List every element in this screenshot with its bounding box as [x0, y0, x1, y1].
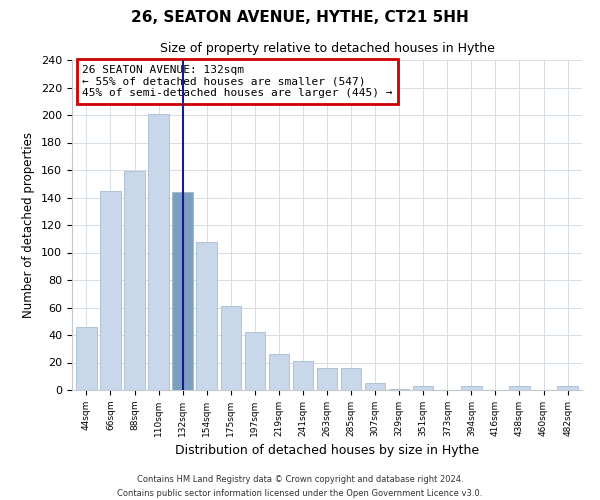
Text: 26 SEATON AVENUE: 132sqm
← 55% of detached houses are smaller (547)
45% of semi-: 26 SEATON AVENUE: 132sqm ← 55% of detach… [82, 65, 392, 98]
Bar [269, 354, 289, 390]
Bar [245, 332, 265, 390]
Bar [461, 386, 482, 390]
X-axis label: Distribution of detached houses by size in Hythe: Distribution of detached houses by size … [175, 444, 479, 458]
Bar [172, 192, 193, 390]
Bar [148, 114, 169, 390]
Bar [365, 383, 385, 390]
Bar [196, 242, 217, 390]
Bar [341, 368, 361, 390]
Bar [76, 327, 97, 390]
Bar [221, 306, 241, 390]
Bar [389, 388, 409, 390]
Text: Contains HM Land Registry data © Crown copyright and database right 2024.
Contai: Contains HM Land Registry data © Crown c… [118, 476, 482, 498]
Bar [509, 386, 530, 390]
Bar [100, 190, 121, 390]
Title: Size of property relative to detached houses in Hythe: Size of property relative to detached ho… [160, 42, 494, 54]
Bar [293, 361, 313, 390]
Bar [413, 386, 433, 390]
Y-axis label: Number of detached properties: Number of detached properties [22, 132, 35, 318]
Bar [317, 368, 337, 390]
Bar [557, 386, 578, 390]
Bar [124, 172, 145, 390]
Text: 26, SEATON AVENUE, HYTHE, CT21 5HH: 26, SEATON AVENUE, HYTHE, CT21 5HH [131, 10, 469, 25]
